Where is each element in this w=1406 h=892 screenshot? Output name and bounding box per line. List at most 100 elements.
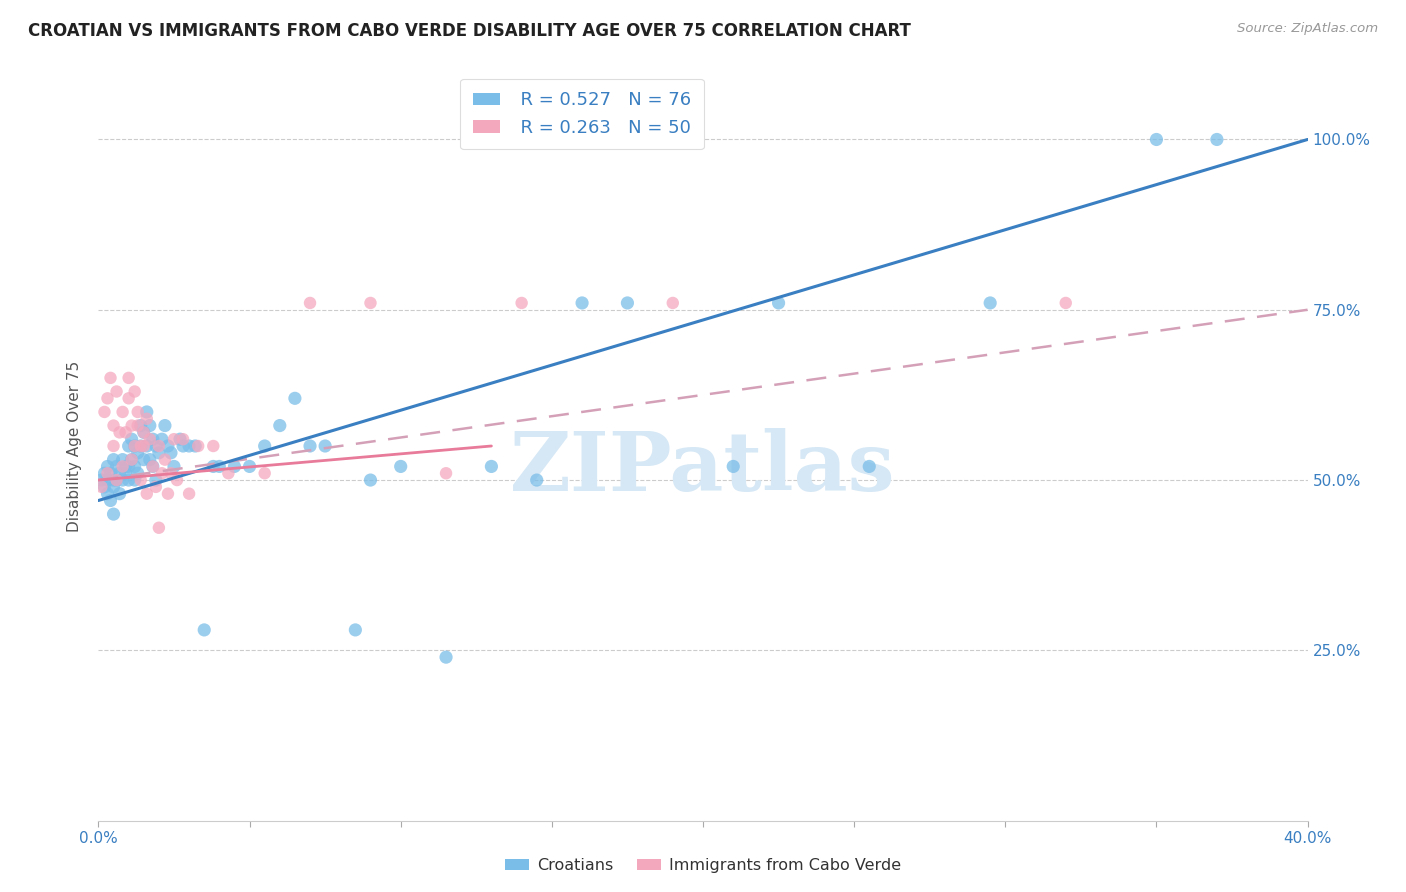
Point — [526, 473, 548, 487]
Point — [179, 486, 201, 500]
Point — [114, 425, 136, 440]
Point — [299, 296, 322, 310]
Point — [135, 405, 157, 419]
Point — [127, 418, 149, 433]
Point — [111, 452, 134, 467]
Point — [100, 371, 122, 385]
Point — [135, 486, 157, 500]
Point — [169, 432, 191, 446]
Point — [145, 439, 167, 453]
Point — [105, 473, 128, 487]
Point — [103, 507, 125, 521]
Point — [150, 432, 173, 446]
Point — [124, 459, 146, 474]
Point — [118, 439, 141, 453]
Y-axis label: Disability Age Over 75: Disability Age Over 75 — [67, 360, 83, 532]
Point — [142, 459, 165, 474]
Point — [389, 459, 412, 474]
Point — [510, 296, 533, 310]
Point — [160, 446, 183, 460]
Point — [187, 439, 209, 453]
Point — [129, 439, 152, 453]
Point — [124, 439, 146, 453]
Point — [90, 480, 112, 494]
Point — [129, 439, 152, 453]
Point — [121, 432, 143, 446]
Point — [434, 467, 457, 481]
Point — [224, 459, 246, 474]
Point — [139, 418, 162, 433]
Point — [979, 296, 1001, 310]
Point — [360, 473, 382, 487]
Point — [172, 432, 194, 446]
Point — [148, 439, 170, 453]
Point — [105, 473, 128, 487]
Point — [103, 439, 125, 453]
Point — [108, 425, 131, 440]
Point — [571, 296, 593, 310]
Text: CROATIAN VS IMMIGRANTS FROM CABO VERDE DISABILITY AGE OVER 75 CORRELATION CHART: CROATIAN VS IMMIGRANTS FROM CABO VERDE D… — [28, 22, 911, 40]
Point — [142, 432, 165, 446]
Point — [96, 486, 118, 500]
Point — [1144, 132, 1167, 146]
Point — [132, 425, 155, 440]
Point — [139, 432, 162, 446]
Point — [108, 467, 131, 481]
Text: Source: ZipAtlas.com: Source: ZipAtlas.com — [1237, 22, 1378, 36]
Point — [132, 425, 155, 440]
Point — [208, 459, 231, 474]
Point — [166, 473, 188, 487]
Point — [202, 459, 225, 474]
Point — [105, 384, 128, 399]
Point — [148, 446, 170, 460]
Point — [118, 392, 141, 406]
Point — [118, 473, 141, 487]
Point — [858, 459, 880, 474]
Point — [616, 296, 638, 310]
Point — [661, 296, 683, 310]
Legend: Croatians, Immigrants from Cabo Verde: Croatians, Immigrants from Cabo Verde — [499, 852, 907, 880]
Point — [723, 459, 745, 474]
Point — [253, 439, 276, 453]
Point — [269, 418, 291, 433]
Point — [90, 473, 112, 487]
Point — [135, 439, 157, 453]
Point — [124, 473, 146, 487]
Point — [239, 459, 262, 474]
Point — [132, 452, 155, 467]
Point — [114, 459, 136, 474]
Point — [1054, 296, 1077, 310]
Point — [135, 411, 157, 425]
Legend:   R = 0.527   N = 76,   R = 0.263   N = 50: R = 0.527 N = 76, R = 0.263 N = 50 — [460, 78, 704, 149]
Point — [132, 439, 155, 453]
Point — [118, 371, 141, 385]
Point — [202, 439, 225, 453]
Point — [217, 467, 239, 481]
Point — [148, 521, 170, 535]
Point — [142, 459, 165, 474]
Point — [111, 459, 134, 474]
Point — [96, 392, 118, 406]
Point — [156, 486, 179, 500]
Point — [93, 405, 115, 419]
Point — [344, 623, 367, 637]
Point — [179, 439, 201, 453]
Point — [121, 418, 143, 433]
Point — [184, 439, 207, 453]
Point — [96, 473, 118, 487]
Point — [129, 473, 152, 487]
Point — [139, 452, 162, 467]
Point — [160, 467, 183, 481]
Point — [1206, 132, 1229, 146]
Point — [145, 473, 167, 487]
Point — [127, 467, 149, 481]
Point — [93, 480, 115, 494]
Point — [129, 418, 152, 433]
Point — [121, 452, 143, 467]
Point — [103, 480, 125, 494]
Point — [103, 473, 125, 487]
Point — [172, 439, 194, 453]
Point — [314, 439, 336, 453]
Point — [100, 493, 122, 508]
Point — [150, 467, 173, 481]
